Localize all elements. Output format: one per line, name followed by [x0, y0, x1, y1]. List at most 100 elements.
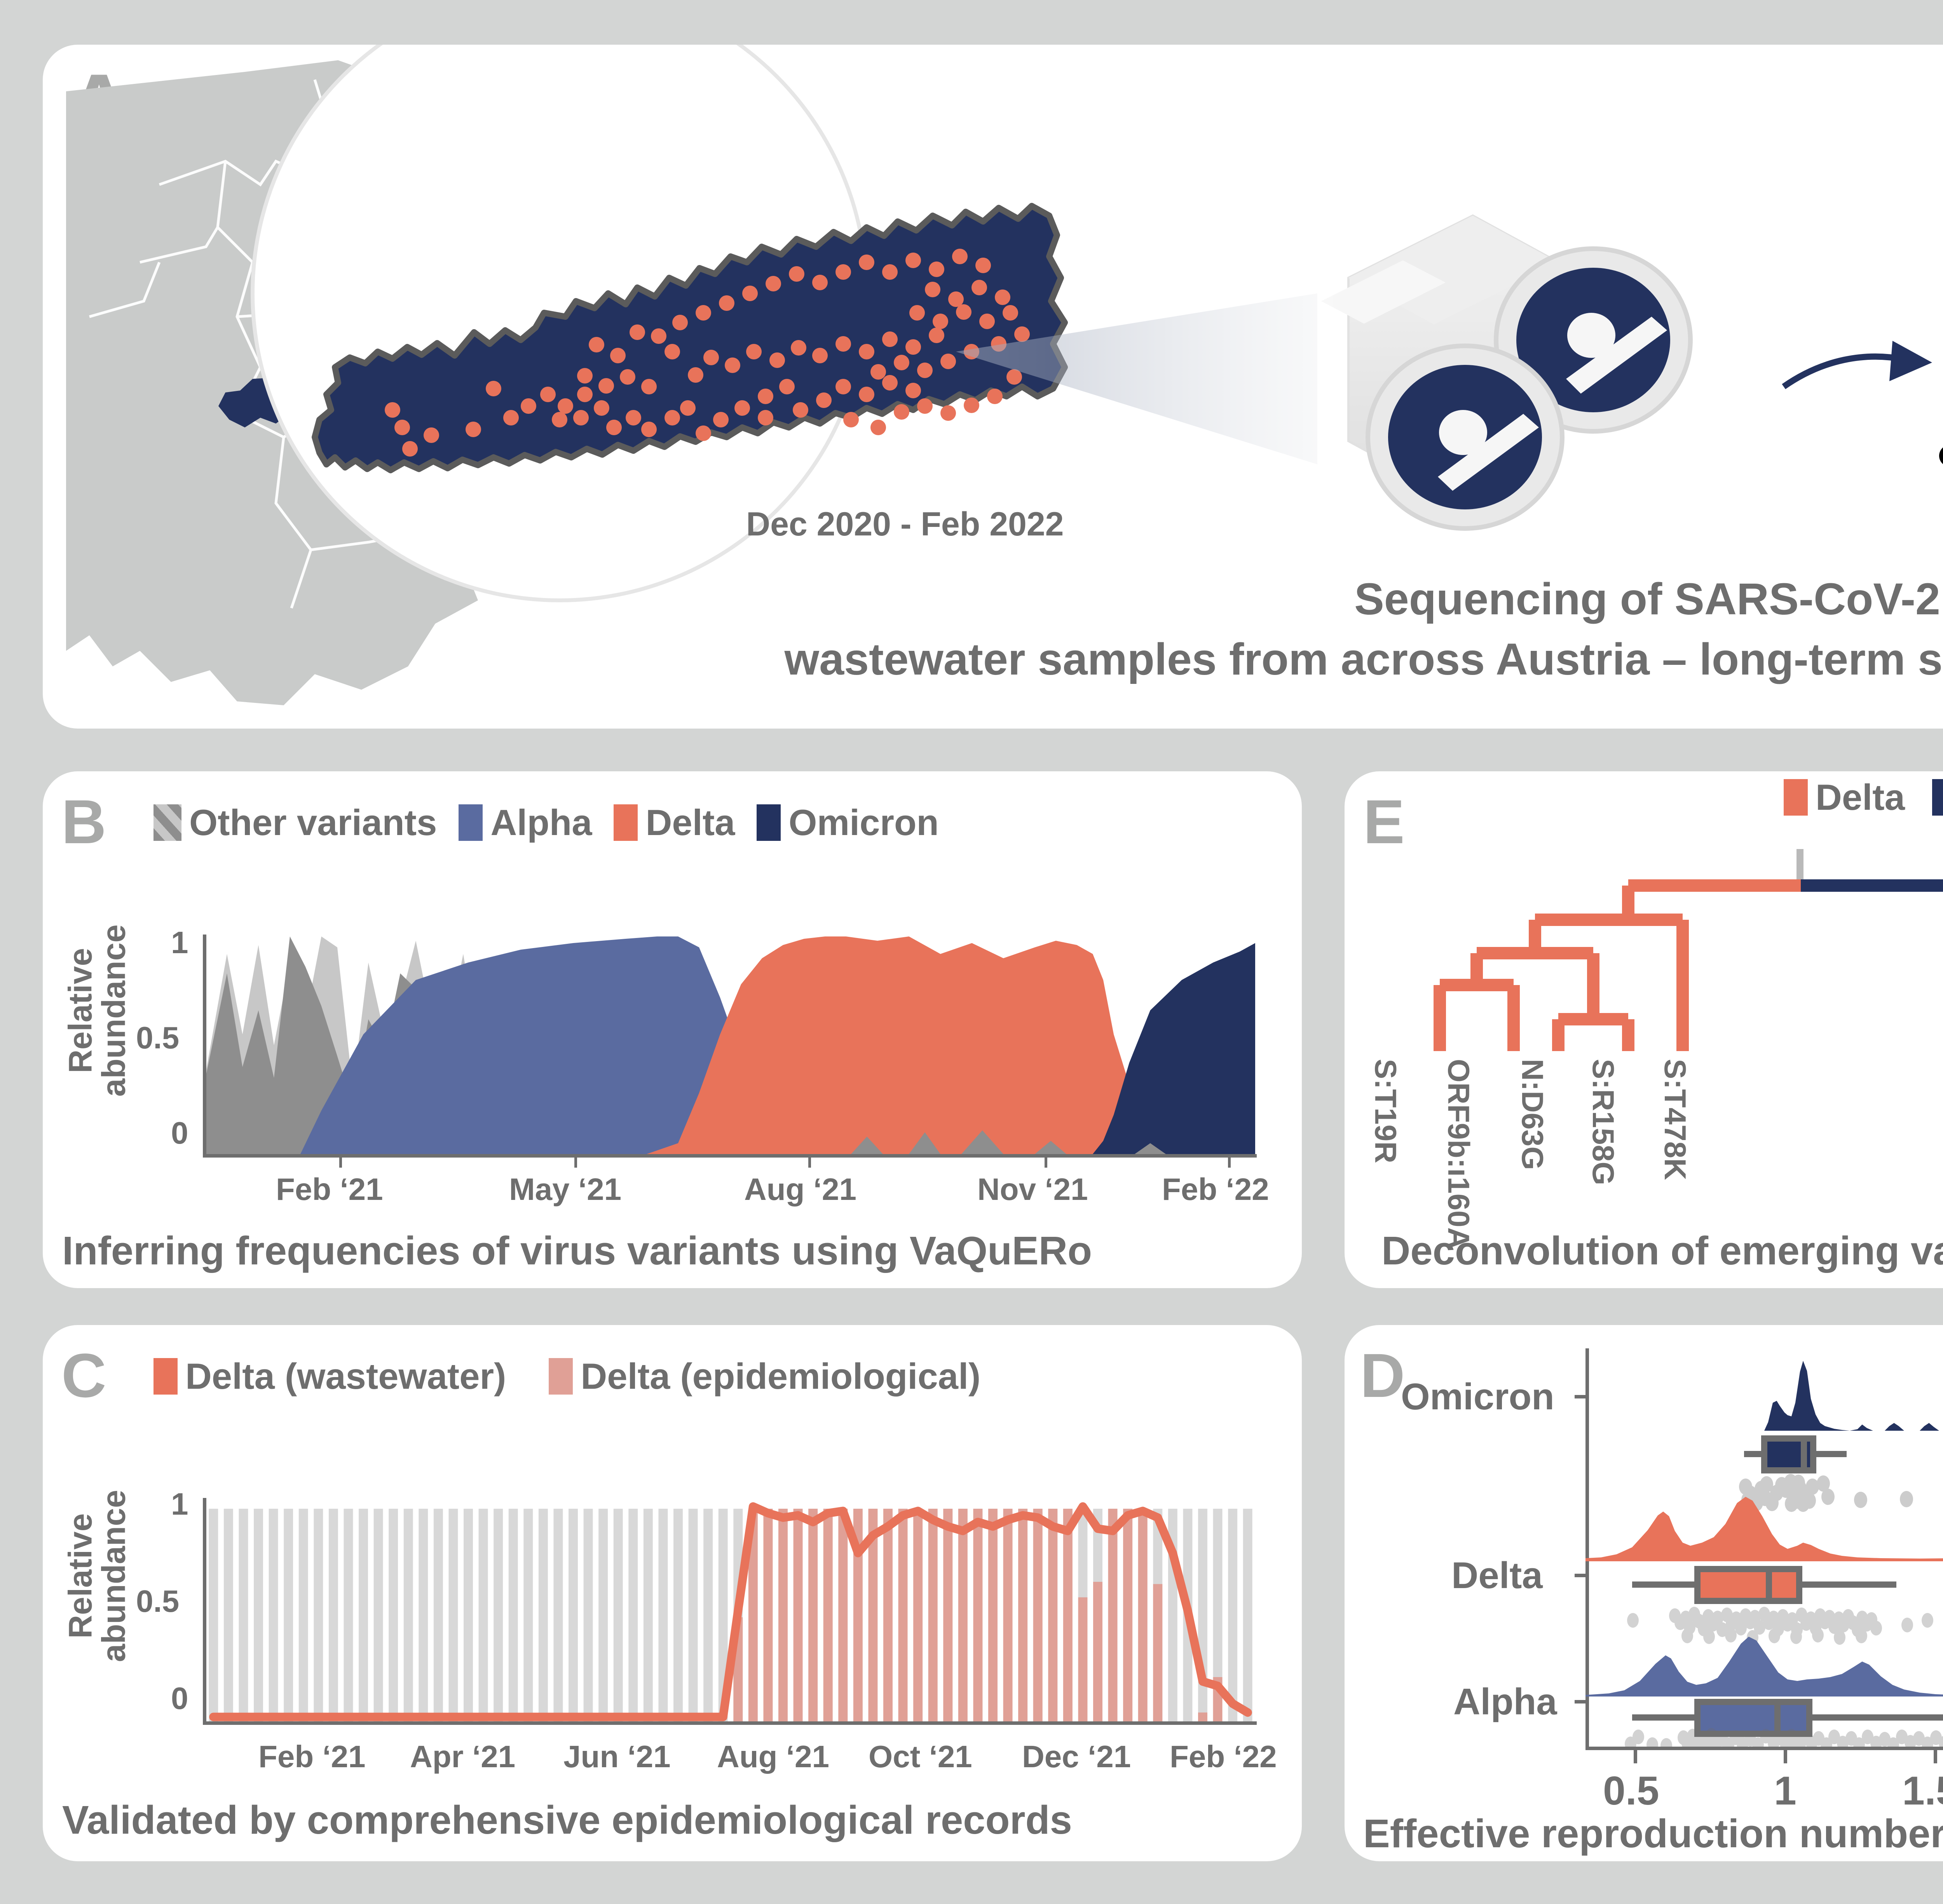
- panel-c-ytick-05: 0.5: [136, 1584, 180, 1618]
- alpha-swatch: [459, 804, 483, 841]
- legend-item-delta[interactable]: Delta: [614, 802, 735, 844]
- panel-c-bar-epidemiological: [808, 1508, 818, 1721]
- dendrogram-omicron-cluster: [1801, 879, 1943, 892]
- legend-label-delta-wastewater: Delta (wastewater): [185, 1356, 506, 1397]
- panel-c-bar-epidemiological: [958, 1508, 968, 1721]
- panel-e-leaf-2: N:D63G: [1516, 1059, 1550, 1170]
- panel-d-cat-alpha: Alpha: [1453, 1681, 1557, 1723]
- panel-c-bar-background: [254, 1508, 263, 1721]
- panel-a-title-line1: Sequencing of SARS-CoV-2 genome in: [1354, 574, 1943, 624]
- panel-e-leaf-0: S:T19R: [1369, 1059, 1403, 1163]
- panel-d-xtick-05: 0.5: [1603, 1768, 1659, 1813]
- panel-c-xtick-oct21: Oct ‘21: [869, 1739, 972, 1774]
- panel-e-leaf-4: S:T478K: [1658, 1059, 1692, 1180]
- alpha-density: [1585, 1637, 1943, 1697]
- panel-b-letter: B: [61, 787, 106, 856]
- panel-c-letter: C: [61, 1341, 106, 1410]
- panel-b-xtick-nov21: Nov ‘21: [977, 1172, 1088, 1207]
- legend-item-alpha[interactable]: Alpha: [459, 802, 592, 844]
- panel-c-bar-epidemiological: [853, 1508, 863, 1721]
- panel-b-card: B Other variants Alpha Delta Omicron Rel…: [43, 771, 1302, 1288]
- panel-c-bar-background: [314, 1508, 323, 1721]
- panel-c-bar-epidemiological: [988, 1508, 998, 1721]
- panel-e-letter: E: [1363, 787, 1405, 856]
- legend-item-delta-epidemiological[interactable]: Delta (epidemiological): [549, 1355, 980, 1397]
- panel-a-card: A: [43, 45, 1943, 729]
- panel-e-legend: Delta Omicron: [1784, 776, 1943, 818]
- legend-item-delta-wastewater[interactable]: Delta (wastewater): [153, 1355, 506, 1397]
- legend-item-delta-e[interactable]: Delta: [1784, 776, 1905, 818]
- panel-c-yaxis-line: [203, 1498, 206, 1723]
- panel-c-xtick-feb21: Feb ‘21: [258, 1739, 366, 1774]
- panel-d-xtick-1: [1784, 1750, 1787, 1763]
- panel-c-bar-background: [433, 1508, 443, 1721]
- panel-c-xaxis-line: [203, 1721, 1257, 1725]
- panel-c-xtick-jun21: Jun ‘21: [563, 1739, 671, 1774]
- panel-b-yaxis-line: [203, 935, 206, 1156]
- panel-c-bar-epidemiological: [943, 1508, 953, 1721]
- panel-c-bar-epidemiological: [883, 1508, 893, 1721]
- panel-c-bar-epidemiological: [1063, 1508, 1073, 1721]
- omicron-swatch: [757, 804, 781, 841]
- panel-d-letter: D: [1360, 1341, 1405, 1410]
- legend-item-omicron-e[interactable]: Omicron: [1932, 776, 1943, 818]
- panel-c-bar-epidemiological: [1078, 1597, 1088, 1721]
- panel-c-bar-background: [553, 1508, 563, 1721]
- panel-c-bar-epidemiological: [793, 1508, 803, 1721]
- legend-item-other-variants[interactable]: Other variants: [153, 802, 437, 844]
- panel-c-bar-epidemiological: [1048, 1508, 1058, 1721]
- panel-c-bar-epidemiological: [838, 1508, 848, 1721]
- panel-c-bar-background: [284, 1508, 293, 1721]
- panel-d-ytick-delta: [1575, 1574, 1586, 1577]
- panel-d-cat-delta: Delta: [1451, 1555, 1543, 1596]
- panel-e-leaf-3: S:R158G: [1586, 1059, 1620, 1186]
- panel-b-caption: Inferring frequencies of virus variants …: [62, 1228, 1092, 1273]
- alpha-box: [1694, 1699, 1812, 1737]
- panel-b-xtick-may21: May ‘21: [509, 1172, 622, 1207]
- panel-c-bar-epidemiological: [1123, 1508, 1133, 1721]
- panel-c-bar-background: [478, 1508, 488, 1721]
- panel-d-xaxis-line: [1585, 1747, 1943, 1750]
- panel-c-bar-epidemiological: [1138, 1508, 1148, 1721]
- delta-density: [1585, 1497, 1943, 1561]
- panel-c-bar-epidemiological: [1093, 1581, 1102, 1721]
- panel-e-dendrogram: [1434, 849, 1943, 1051]
- panel-c-bar-background: [298, 1508, 308, 1721]
- panel-b-xtick-aug21: Aug ‘21: [744, 1172, 856, 1207]
- panel-e-card: E Delta Omicron: [1345, 771, 1943, 1288]
- panel-c-bar-background: [448, 1508, 458, 1721]
- omicron-swatch-e: [1932, 779, 1943, 816]
- panel-c-bar-epidemiological: [928, 1508, 938, 1721]
- panel-c-bar-epidemiological: [913, 1508, 923, 1721]
- panel-c-bar-epidemiological: [1108, 1508, 1118, 1721]
- panel-c-bar-epidemiological: [778, 1508, 788, 1721]
- panel-c-bar-background: [403, 1508, 413, 1721]
- panel-c-bar-epidemiological: [1198, 1712, 1207, 1721]
- panel-c-bar-epidemiological: [1003, 1508, 1013, 1721]
- panel-c-ytick-1: 1: [171, 1487, 188, 1521]
- panel-c-bar-background: [269, 1508, 278, 1721]
- delta-swatch-e: [1784, 779, 1808, 816]
- legend-item-omicron[interactable]: Omicron: [757, 802, 939, 844]
- petri-to-virus-arrow: [1782, 341, 1932, 389]
- panel-c-bar-background: [598, 1508, 608, 1721]
- delta-epidemiological-swatch: [549, 1358, 573, 1395]
- series-omicron: [1077, 943, 1255, 1154]
- series-other-late-blips: [851, 1130, 1166, 1154]
- panel-c-xtick-aug21: Aug ‘21: [717, 1739, 829, 1774]
- panel-d-ytick-alpha: [1575, 1700, 1586, 1703]
- panel-c-bar-background: [718, 1508, 728, 1721]
- panel-c-bar-background: [389, 1508, 398, 1721]
- panel-d-xtick-05: [1634, 1750, 1637, 1763]
- panel-c-bar-background: [673, 1508, 683, 1721]
- panel-c-bar-epidemiological: [1018, 1508, 1028, 1721]
- panel-d-xtick-15: 1.5: [1902, 1768, 1943, 1813]
- panel-c-bar-background: [373, 1508, 383, 1721]
- panel-c-bar-background: [359, 1508, 368, 1721]
- panel-c-bar-background: [464, 1508, 473, 1721]
- panel-b-xtick-feb22: Feb ‘22: [1162, 1172, 1269, 1207]
- panel-c-bar-background: [688, 1508, 698, 1721]
- panel-c-bar-epidemiological: [1153, 1584, 1163, 1721]
- panel-b-ylabel: Relative abundance: [62, 924, 132, 1097]
- legend-label-delta-epidemiological: Delta (epidemiological): [581, 1356, 981, 1397]
